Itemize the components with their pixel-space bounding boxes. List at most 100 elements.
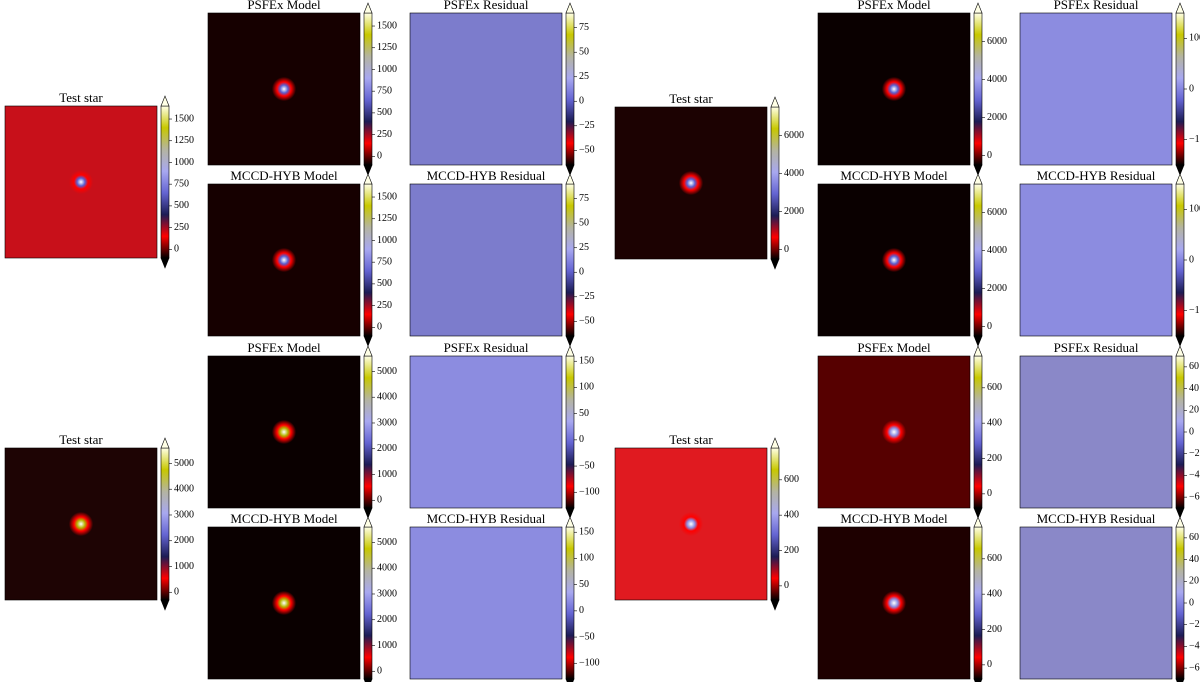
image (1020, 527, 1172, 679)
colorbar-tick-label: 2000 (377, 614, 397, 625)
colorbar (565, 355, 575, 509)
colorbar-tick-label: 6000 (987, 207, 1007, 218)
panel-title: MCCD-HYB Residual (1037, 168, 1156, 183)
panel-title: PSFEx Residual (1054, 340, 1139, 355)
colorbar-tick-label: −20 (1189, 448, 1200, 459)
colorbar-tick-label: −20 (1189, 619, 1200, 630)
colorbar-extend-top (160, 95, 170, 107)
colorbar-extend-bottom (1175, 335, 1185, 347)
colorbar-tick-label: 1000 (377, 64, 397, 75)
colorbar-tick-label: 40 (1189, 383, 1199, 394)
colorbar-extend-bottom (973, 678, 983, 682)
colorbar-extend-bottom (363, 507, 373, 519)
colorbar-extend-bottom (1175, 164, 1185, 176)
image-frame (207, 355, 361, 509)
image-frame (817, 526, 971, 680)
colorbar-tick-label: 1000 (174, 561, 194, 572)
colorbar-tick-label: 50 (579, 408, 589, 419)
colorbar-tick-label: −100 (1189, 134, 1200, 145)
colorbar-tick-label: 200 (987, 453, 1002, 464)
colorbar-tick-label: 75 (579, 22, 589, 33)
colorbar-tick-label: 0 (377, 495, 382, 506)
colorbar-tick-label: 25 (579, 242, 589, 253)
colorbar-extend-top (363, 516, 373, 528)
colorbar-extend-bottom (770, 599, 780, 611)
panel-title: PSFEx Residual (444, 340, 529, 355)
colorbar-tick-label: 750 (174, 178, 189, 189)
colorbar-tick-label: 4000 (987, 74, 1007, 85)
panel-title: MCCD-HYB Residual (1037, 511, 1156, 526)
colorbar-tick-label: 0 (1189, 83, 1194, 94)
colorbar-tick-label: 60 (1189, 532, 1199, 543)
colorbar-extend-top (1175, 345, 1185, 357)
panel-title: MCCD-HYB Model (840, 511, 948, 526)
colorbar-tick-label: 2000 (377, 443, 397, 454)
panel-title: PSFEx Residual (444, 0, 529, 12)
colorbar-extend-bottom (363, 335, 373, 347)
colorbar (1175, 355, 1185, 509)
star (262, 410, 306, 454)
colorbar-tick-label: 1000 (377, 640, 397, 651)
colorbar-tick-label: 750 (377, 256, 392, 267)
colorbar-tick-label: 150 (579, 356, 594, 367)
image-frame (409, 12, 563, 166)
colorbar-tick-label: 500 (377, 278, 392, 289)
colorbar-extend-bottom (973, 164, 983, 176)
colorbar-extend-top (363, 173, 373, 185)
colorbar-tick-label: 250 (377, 300, 392, 311)
colorbar-tick-label: 1500 (377, 20, 397, 31)
colorbar-tick-label: 0 (377, 151, 382, 162)
panel-title: MCCD-HYB Model (230, 168, 338, 183)
colorbar-tick-label: −100 (579, 658, 600, 669)
colorbar-tick-label: 0 (987, 488, 992, 499)
panel-title: PSFEx Model (247, 340, 321, 355)
colorbar-tick-label: 500 (377, 107, 392, 118)
colorbar-tick-label: 1000 (377, 235, 397, 246)
colorbar-tick-label: 5000 (174, 458, 194, 469)
colorbar-tick-label: 0 (579, 434, 584, 445)
colorbar-extend-bottom (363, 164, 373, 176)
star (872, 67, 916, 111)
colorbar (770, 106, 780, 260)
colorbar-tick-label: 400 (987, 588, 1002, 599)
colorbar-tick-label: 2000 (987, 283, 1007, 294)
colorbar-tick-label: 0 (784, 244, 789, 255)
colorbar-tick-label: 0 (1189, 254, 1194, 265)
colorbar-tick-label: 250 (174, 222, 189, 233)
colorbar-tick-label: 0 (1189, 426, 1194, 437)
colorbar-tick-label: 6000 (987, 36, 1007, 47)
star (872, 581, 916, 625)
colorbar-tick-label: 250 (377, 129, 392, 140)
colorbar-tick-label: 4000 (987, 245, 1007, 256)
colorbar-tick-label: 1500 (377, 191, 397, 202)
panel-title: MCCD-HYB Residual (427, 511, 546, 526)
image-frame (4, 447, 158, 601)
colorbar-tick-label: −40 (1189, 470, 1200, 481)
star (872, 238, 916, 282)
colorbar-tick-label: 0 (579, 267, 584, 278)
colorbar-tick-label: 0 (987, 150, 992, 161)
image-frame (1019, 12, 1173, 166)
colorbar-tick-label: 500 (174, 200, 189, 211)
colorbar (363, 12, 373, 166)
colorbar-extend-bottom (160, 257, 170, 269)
colorbar-extend-bottom (565, 164, 575, 176)
colorbar-extend-top (973, 345, 983, 357)
colorbar-tick-label: 0 (174, 244, 179, 255)
image-frame (409, 526, 563, 680)
colorbar-tick-label: 1000 (174, 157, 194, 168)
panel-title: Test star (669, 432, 713, 447)
colorbar (1175, 183, 1185, 337)
colorbar-tick-label: 50 (579, 579, 589, 590)
colorbar (973, 355, 983, 509)
colorbar-tick-label: 0 (987, 321, 992, 332)
colorbar-tick-label: 1250 (377, 213, 397, 224)
colorbar-tick-label: 0 (784, 580, 789, 591)
colorbar-tick-label: 0 (579, 96, 584, 107)
panel-title: Test star (59, 432, 103, 447)
colorbar-tick-label: 6000 (784, 130, 804, 141)
colorbar-tick-label: −50 (579, 316, 595, 327)
colorbar (565, 12, 575, 166)
image-frame (614, 447, 768, 601)
colorbar-tick-label: 100 (579, 553, 594, 564)
